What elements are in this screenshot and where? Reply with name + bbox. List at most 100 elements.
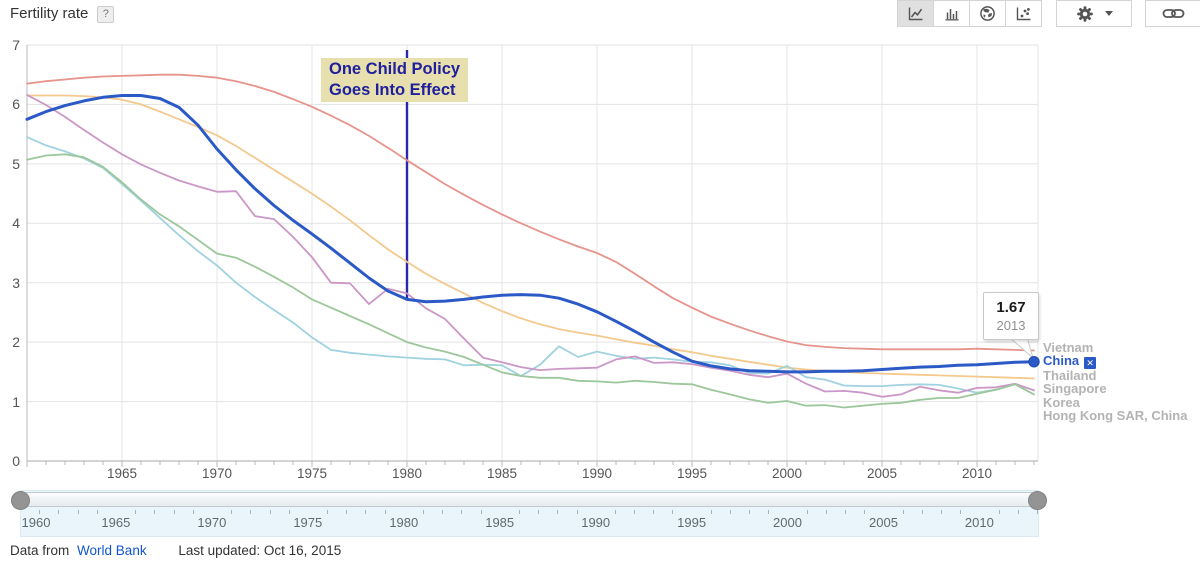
slider-tick	[806, 510, 808, 514]
slider-year-label: 1985	[485, 515, 515, 530]
slider-tick	[327, 510, 328, 514]
bar-chart-button[interactable]	[934, 1, 970, 26]
tooltip-value: 1.67	[996, 299, 1026, 316]
legend-item-thailand[interactable]: Thailand	[1043, 369, 1187, 382]
legend-item-korea[interactable]: Korea	[1043, 396, 1187, 409]
series-line-thailand[interactable]	[26, 94, 1035, 380]
chart-canvas	[25, 44, 1040, 467]
slider-tick	[423, 510, 424, 514]
legend-item-singapore[interactable]: Singapore	[1043, 382, 1187, 395]
slider-tick	[154, 510, 156, 514]
link-icon	[1162, 5, 1185, 22]
slider-tick	[730, 510, 731, 514]
series-line-china[interactable]	[25, 94, 1036, 374]
x-axis-label: 1970	[201, 466, 233, 481]
chart-type-button-group	[897, 0, 1042, 27]
annotation-line2: Goes Into Effect	[329, 81, 456, 99]
slider-year-label: 1975	[293, 515, 323, 530]
annotation-line1: One Child Policy	[329, 60, 461, 78]
slider-tick	[768, 510, 770, 514]
slider-tick	[710, 510, 712, 514]
slider-tick	[135, 510, 137, 514]
legend-item-label: China	[1043, 353, 1080, 369]
value-tooltip: 1.67 2013	[983, 292, 1039, 340]
slider-tick	[288, 510, 290, 514]
tooltip-year: 2013	[996, 318, 1026, 333]
slider-year-label: 1990	[581, 515, 611, 530]
world-bank-link[interactable]: World Bank	[77, 543, 147, 558]
legend-item-vietnam[interactable]: Vietnam	[1043, 341, 1187, 354]
share-link-button[interactable]	[1145, 0, 1200, 27]
slider-tick	[557, 510, 559, 514]
slider-tick	[749, 510, 751, 514]
settings-button[interactable]	[1056, 0, 1132, 27]
y-axis-label: 1	[12, 393, 20, 410]
slider-tick	[538, 510, 540, 514]
y-axis-label: 7	[12, 36, 20, 53]
x-axis-label: 1990	[581, 466, 613, 481]
slider-tick	[653, 510, 655, 514]
legend: Vietnam China ✕ Thailand Singapore Korea Hong …	[1043, 341, 1187, 422]
help-button[interactable]: ?	[97, 6, 115, 23]
slider-tick	[269, 510, 271, 514]
slider-tick	[480, 510, 482, 514]
series-line-singapore[interactable]	[26, 136, 1035, 394]
slider-year-label: 1995	[677, 515, 707, 530]
y-axis-label: 3	[12, 274, 20, 291]
x-axis-label: 2010	[961, 466, 993, 481]
line-chart-icon	[907, 6, 924, 22]
slider-tick	[634, 510, 635, 514]
slider-tick	[39, 510, 41, 514]
slider-tick	[941, 510, 943, 514]
footer: Data from World Bank Last updated: Oct 1…	[10, 543, 341, 558]
x-axis-label: 1975	[296, 466, 328, 481]
x-axis-label: 1985	[486, 466, 518, 481]
legend-item-china[interactable]: China ✕	[1043, 353, 1187, 370]
x-axis-label: 1980	[391, 466, 423, 481]
series-line-vietnam[interactable]	[26, 73, 1035, 352]
line-chart-button[interactable]	[898, 1, 934, 26]
y-axis-label: 0	[12, 453, 20, 469]
slider-tick	[173, 510, 175, 514]
slider-tick	[1017, 510, 1019, 514]
slider-tick	[77, 510, 79, 514]
slider-year-label: 1980	[389, 515, 419, 530]
x-axis-label: 1995	[676, 466, 708, 481]
slider-tick	[442, 510, 444, 514]
chart-title: Fertility rate	[10, 5, 89, 22]
page-title: Fertility rate?	[10, 5, 115, 23]
last-updated-text: Last updated: Oct 16, 2015	[178, 543, 342, 558]
bar-chart-icon	[944, 6, 960, 22]
series-line-hong-kong-sar-china[interactable]	[26, 153, 1035, 409]
legend-item-label: Singapore	[1043, 381, 1107, 397]
slider-tick	[250, 510, 252, 514]
slider-tick	[921, 510, 923, 514]
slider-tick	[58, 510, 60, 514]
time-slider-range-bar[interactable]	[20, 492, 1038, 507]
legend-item-hong-kong-sar-china[interactable]: Hong Kong SAR, China	[1043, 409, 1187, 422]
data-source-prefix: Data from	[10, 543, 70, 558]
x-axis-label: 1965	[106, 466, 138, 481]
series-line-korea[interactable]	[26, 94, 1035, 398]
slider-tick	[96, 510, 98, 514]
y-axis-label: 6	[12, 96, 20, 113]
y-axis-label: 4	[12, 215, 20, 232]
caret-down-icon	[1105, 11, 1113, 16]
slider-handle-left[interactable]	[11, 491, 30, 510]
scatter-chart-button[interactable]	[1006, 1, 1041, 26]
slider-handle-right[interactable]	[1028, 491, 1047, 510]
gear-icon	[1075, 4, 1095, 24]
slider-tick	[365, 510, 367, 514]
tooltip-tail	[1007, 336, 1034, 360]
slider-year-label: 2000	[773, 515, 802, 530]
slider-tick	[864, 510, 866, 514]
series-endpoint-dot[interactable]	[1028, 356, 1040, 368]
slider-year-label: 1965	[101, 515, 131, 530]
slider-tick	[614, 510, 616, 514]
map-chart-button[interactable]	[970, 1, 1006, 26]
slider-tick	[461, 510, 463, 514]
slider-tick	[518, 510, 520, 514]
remove-series-icon[interactable]: ✕	[1084, 357, 1097, 370]
slider-year-label: 2010	[964, 515, 994, 530]
